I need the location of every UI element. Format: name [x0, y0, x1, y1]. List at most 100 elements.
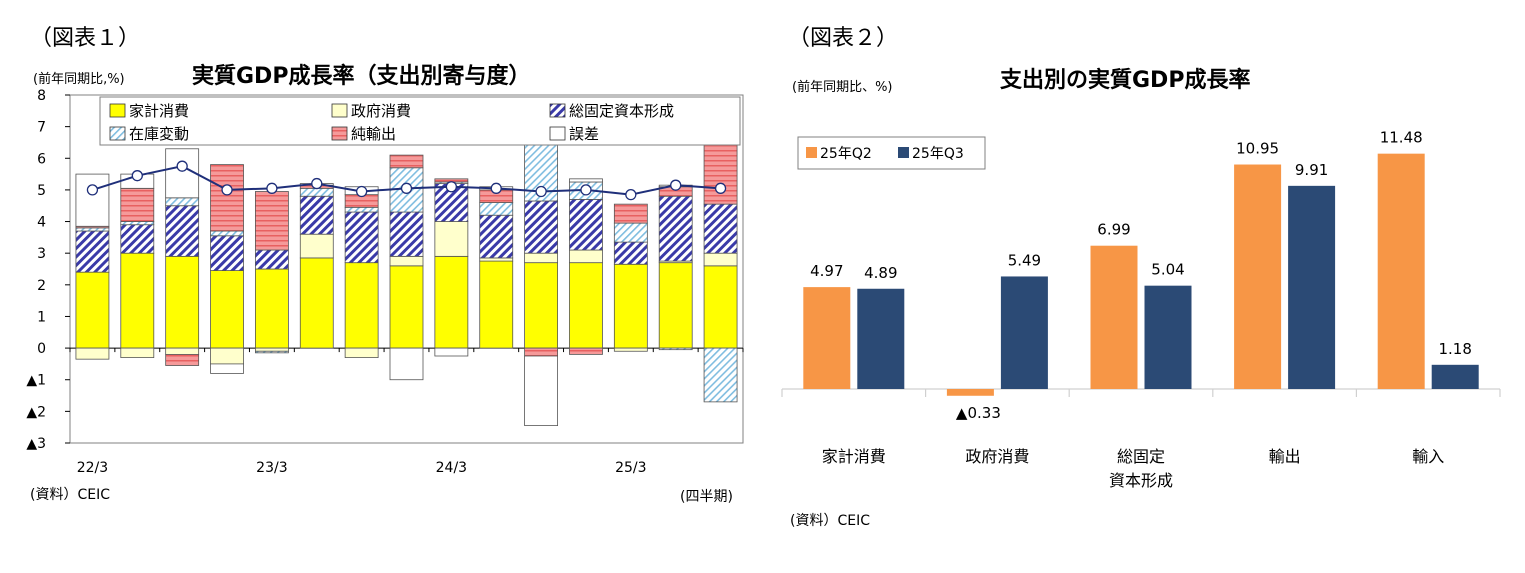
bar-segment: [210, 230, 244, 237]
bar-segment: [299, 233, 334, 259]
total-gdp-point: [176, 160, 188, 172]
legend-swatch: [549, 126, 566, 141]
data-label: 11.48: [1380, 129, 1423, 147]
bar: [803, 287, 851, 389]
x-tick-label: 25/3: [615, 460, 646, 476]
legend-label: 純輸出: [351, 125, 396, 143]
data-label: 5.49: [1008, 251, 1041, 269]
bar-segment: [75, 230, 110, 273]
bar-segment: [524, 252, 558, 264]
figure1-unit: (前年同期比,%): [33, 72, 125, 87]
total-gdp-point: [86, 184, 99, 196]
bar-segment: [120, 187, 155, 222]
y-tick-label: ▲1: [26, 373, 46, 389]
total-gdp-point: [131, 170, 143, 182]
figure2-label: （図表２）: [788, 26, 899, 51]
category-label: 輸入: [1412, 447, 1444, 466]
figure2-source: (資料）CEIC: [790, 513, 870, 529]
legend-swatch: [898, 147, 909, 158]
total-gdp-point: [535, 185, 547, 198]
bar-segment: [613, 241, 648, 265]
bar-segment: [210, 363, 244, 374]
bar: [1288, 185, 1336, 389]
legend-swatch: [109, 126, 126, 141]
x-tick-label: 24/3: [436, 460, 467, 476]
bar-segment: [434, 255, 469, 349]
figure2-title: 支出別の実質GDP成長率: [1000, 68, 1251, 93]
bar-segment: [569, 249, 603, 264]
bar-segment: [658, 262, 693, 349]
bar-segment: [210, 347, 244, 365]
figure1-period-note: (四半期): [680, 489, 733, 505]
y-tick-label: 7: [37, 120, 46, 136]
bar-segment: [75, 271, 110, 349]
legend-label: 政府消費: [351, 102, 411, 120]
bar-segment: [434, 347, 469, 357]
legend-label: 25年Q3: [912, 146, 964, 162]
y-tick-label: 5: [37, 183, 46, 199]
y-tick-label: 8: [37, 88, 46, 104]
total-gdp-point: [311, 177, 323, 190]
legend-label: 25年Q2: [820, 146, 872, 162]
category-label: 総固定: [1117, 447, 1165, 466]
bar-segment: [254, 350, 289, 354]
legend-swatch: [331, 126, 348, 141]
data-label: 9.91: [1295, 161, 1328, 179]
bar-segment: [569, 262, 603, 349]
total-gdp-point: [625, 189, 637, 201]
bar-segment: [479, 214, 514, 259]
bar-segment: [75, 347, 110, 360]
bar-segment: [75, 173, 110, 227]
bar: [1090, 245, 1138, 389]
bar-segment: [613, 263, 648, 349]
total-gdp-point: [221, 184, 233, 196]
bar: [946, 389, 994, 396]
bar-segment: [165, 255, 200, 349]
category-label: 輸出: [1269, 447, 1301, 466]
y-tick-label: ▲2: [26, 404, 46, 420]
legend-label: 家計消費: [129, 102, 189, 120]
total-gdp-point: [400, 182, 413, 194]
bar-segment: [254, 249, 289, 270]
bar-segment: [658, 195, 693, 262]
data-label: 4.89: [864, 264, 897, 282]
y-tick-label: 4: [37, 215, 46, 231]
bar-segment: [524, 355, 558, 426]
bar: [1377, 153, 1425, 389]
bar-segment: [165, 354, 200, 366]
bar-segment: [210, 235, 244, 271]
total-gdp-point: [670, 179, 682, 191]
bar-segment: [254, 191, 289, 251]
bar-segment: [299, 257, 334, 349]
y-tick-label: 0: [37, 341, 46, 357]
data-label: 1.18: [1438, 340, 1471, 358]
bar-segment: [524, 347, 558, 357]
y-tick-label: 3: [37, 246, 46, 262]
x-tick-label: 22/3: [77, 460, 108, 476]
bar-segment: [703, 252, 738, 267]
y-tick-label: 1: [37, 309, 46, 325]
bar: [1431, 364, 1479, 389]
legend-swatch: [806, 147, 817, 158]
bar-segment: [344, 262, 379, 349]
category-label: 家計消費: [822, 447, 886, 466]
legend-label: 総固定資本形成: [569, 102, 674, 120]
bar-segment: [389, 154, 424, 169]
bar-segment: [299, 195, 334, 235]
bar-segment: [389, 347, 424, 381]
bar-segment: [344, 211, 379, 264]
bar-segment: [613, 222, 648, 243]
bar-segment: [569, 347, 603, 355]
bar-segment: [389, 255, 424, 267]
total-gdp-point: [266, 182, 278, 194]
bar-segment: [344, 206, 379, 213]
bar-segment: [479, 202, 514, 216]
bar-segment: [165, 205, 200, 257]
bar-segment: [165, 197, 200, 207]
legend-swatch: [331, 103, 348, 118]
x-tick-label: 23/3: [256, 460, 287, 476]
category-label: 政府消費: [965, 447, 1029, 466]
bar-segment: [703, 347, 738, 403]
bar: [857, 288, 905, 389]
legend-box: [99, 96, 741, 146]
